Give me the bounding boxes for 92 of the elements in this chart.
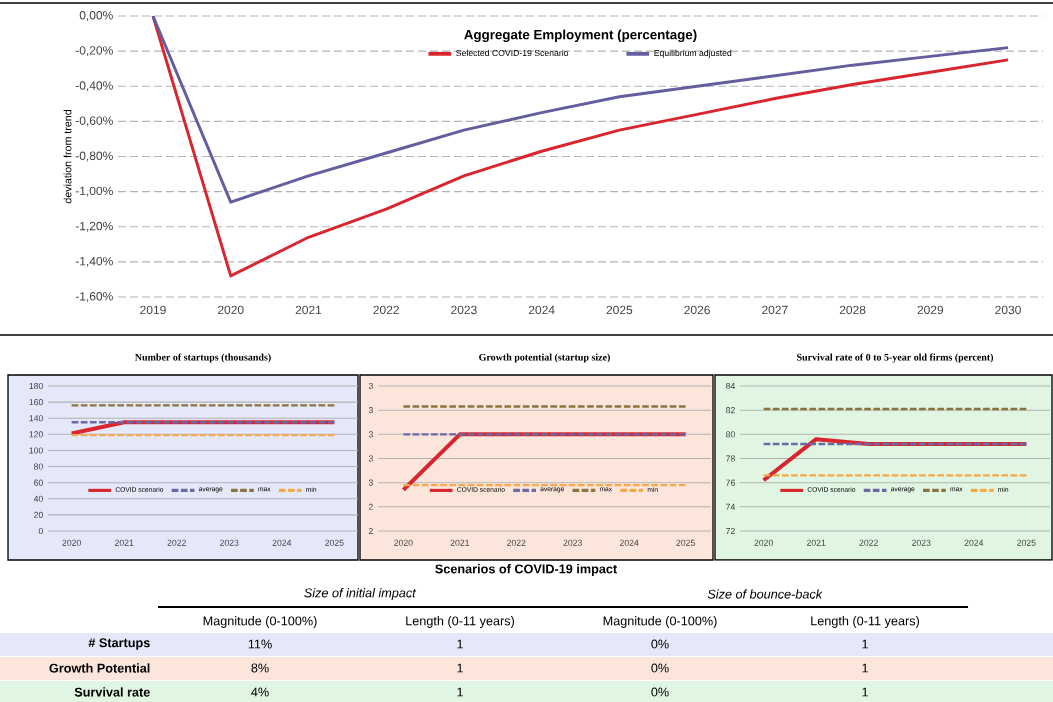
y-tick-label: 3 — [368, 382, 373, 390]
y-tick-label: -1,20% — [75, 221, 113, 232]
x-tick-label: 2022 — [507, 539, 526, 546]
text: 1 — [862, 639, 868, 649]
y-tick-label: 84 — [726, 382, 736, 390]
chart-title: Growth potential (startup size) — [479, 353, 610, 363]
text: # Startups — [88, 638, 150, 650]
y-tick-label: 100 — [29, 447, 43, 454]
x-tick-label: 2024 — [528, 305, 555, 315]
text: Size of initial impact — [304, 588, 417, 600]
y-tick-label: -1,00% — [75, 186, 113, 197]
chart-title: Number of startups (thousands) — [134, 353, 271, 363]
y-tick-label: 80 — [726, 431, 735, 438]
text: 0% — [651, 663, 669, 673]
x-tick-label: 2021 — [114, 539, 134, 546]
x-tick-label: 2020 — [62, 539, 81, 546]
x-tick-label: 2021 — [295, 305, 322, 315]
y-tick-label: 3 — [368, 479, 373, 486]
x-tick-label: 2028 — [839, 305, 866, 315]
text: 8% — [251, 663, 269, 673]
y-tick-label: 120 — [29, 431, 43, 438]
legend-label: Selected COVID-19 Scenario — [456, 49, 569, 57]
text: 11% — [248, 639, 272, 649]
text: 1 — [862, 687, 868, 697]
x-tick-label: 2027 — [762, 305, 788, 315]
x-tick-label: 2020 — [217, 305, 244, 315]
text: 0% — [651, 639, 669, 649]
text: 1 — [457, 687, 463, 697]
y-tick-label: 40 — [33, 495, 43, 502]
y-tick-label: 2 — [368, 527, 373, 535]
x-tick-label: 2024 — [964, 539, 984, 546]
x-tick-label: 2030 — [995, 305, 1021, 315]
y-tick-label: 2 — [368, 503, 373, 510]
y-tick-label: 140 — [29, 415, 43, 422]
y-axis-title: deviation from trend — [63, 110, 72, 204]
y-tick-label: -0,40% — [75, 81, 113, 92]
text: 1 — [457, 663, 463, 673]
text: Length (0-11 years) — [406, 616, 514, 628]
x-tick-label: 2023 — [912, 539, 931, 546]
x-tick-label: 2019 — [140, 305, 166, 315]
text: 1 — [457, 639, 463, 649]
y-tick-label: -0,80% — [75, 151, 113, 162]
x-tick-label: 2022 — [373, 305, 399, 315]
x-tick-label: 2025 — [1017, 539, 1036, 546]
text: Scenarios of COVID-19 impact — [435, 564, 617, 576]
text: 1 — [862, 663, 868, 673]
x-tick-label: 2024 — [619, 539, 639, 546]
x-tick-label: 2021 — [806, 539, 826, 546]
x-tick-label: 2025 — [606, 305, 633, 315]
text: Survival rate — [74, 687, 150, 697]
y-tick-label: 0,00% — [79, 11, 113, 21]
x-tick-label: 2023 — [563, 539, 582, 546]
y-tick-label: 3 — [368, 431, 373, 438]
x-tick-label: 2029 — [917, 305, 944, 315]
y-tick-label: -0,20% — [75, 46, 113, 57]
text: 0% — [651, 687, 669, 697]
y-tick-label: 78 — [726, 455, 735, 462]
y-tick-label: 74 — [726, 503, 736, 510]
legend-label: Equilibrium adjusted — [654, 49, 732, 58]
text: Length (0-11 years) — [811, 616, 919, 628]
y-tick-label: -0,60% — [75, 116, 113, 127]
y-tick-label: 3 — [368, 455, 373, 462]
y-tick-label: 0 — [38, 527, 43, 535]
y-tick-label: 82 — [726, 407, 735, 414]
x-tick-label: 2023 — [451, 305, 477, 315]
text: Size of bounce-back — [707, 589, 823, 599]
x-tick-label: 2020 — [394, 539, 413, 546]
x-tick-label: 2025 — [676, 539, 695, 546]
x-tick-label: 2025 — [325, 539, 344, 546]
x-tick-label: 2021 — [450, 539, 470, 546]
y-tick-label: 60 — [34, 479, 43, 486]
y-tick-label: 72 — [726, 527, 735, 535]
x-tick-label: 2023 — [220, 539, 239, 546]
y-tick-label: 160 — [29, 399, 43, 406]
y-tick-label: 20 — [34, 511, 43, 518]
text: Magnitude (0-100%) — [203, 616, 317, 628]
y-tick-label: 180 — [29, 382, 43, 390]
y-tick-label: 3 — [368, 407, 373, 414]
x-tick-label: 2020 — [754, 539, 773, 546]
text: 4% — [251, 687, 269, 697]
y-tick-label: -1,60% — [75, 292, 113, 302]
x-tick-label: 2022 — [167, 539, 186, 546]
x-tick-label: 2024 — [272, 539, 292, 546]
text: Aggregate Employment (percentage) — [464, 29, 697, 43]
x-tick-label: 2026 — [684, 305, 710, 315]
text: Growth Potential — [49, 663, 150, 673]
chart-title: Survival rate of 0 to 5-year old firms (percent) — [797, 353, 994, 363]
y-tick-label: 80 — [34, 463, 43, 470]
x-tick-label: 2022 — [859, 539, 878, 546]
text: Magnitude (0-100%) — [603, 616, 717, 628]
y-tick-label: 76 — [726, 479, 735, 486]
y-tick-label: -1,40% — [75, 256, 113, 267]
